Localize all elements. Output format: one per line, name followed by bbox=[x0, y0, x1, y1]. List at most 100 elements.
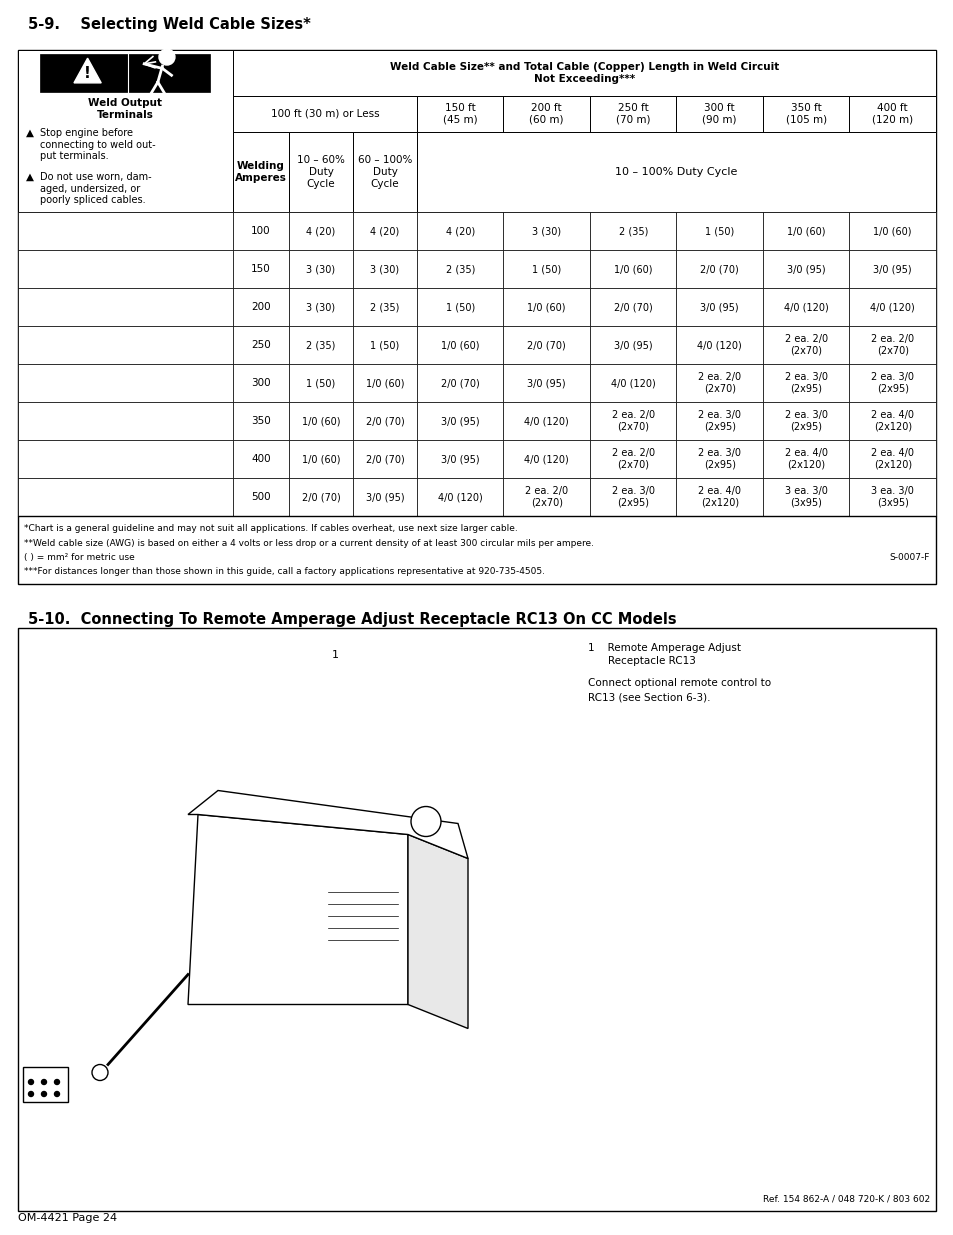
Text: 250 ft
(70 m): 250 ft (70 m) bbox=[616, 104, 650, 125]
Text: *Chart is a general guideline and may not suit all applications. If cables overh: *Chart is a general guideline and may no… bbox=[24, 524, 517, 534]
Text: Stop engine before
connecting to weld out-
put terminals.: Stop engine before connecting to weld ou… bbox=[40, 128, 155, 162]
Text: 3/0 (95): 3/0 (95) bbox=[700, 303, 739, 312]
Bar bbox=[676, 288, 762, 326]
Text: Welding
Amperes: Welding Amperes bbox=[234, 162, 287, 183]
Bar bbox=[848, 364, 935, 403]
Bar bbox=[353, 403, 416, 440]
Text: 10 – 100% Duty Cycle: 10 – 100% Duty Cycle bbox=[615, 167, 737, 177]
Bar bbox=[762, 249, 848, 288]
Bar bbox=[589, 96, 676, 132]
Text: 500: 500 bbox=[251, 492, 271, 501]
Text: 1 (50): 1 (50) bbox=[704, 226, 734, 236]
Bar bbox=[289, 249, 353, 288]
Bar bbox=[589, 249, 676, 288]
Text: 400 ft
(120 m): 400 ft (120 m) bbox=[871, 104, 912, 125]
Bar bbox=[589, 364, 676, 403]
Text: 1/0 (60): 1/0 (60) bbox=[301, 416, 340, 426]
Text: ▲: ▲ bbox=[26, 128, 34, 138]
Text: RC13 (see Section 6-3).: RC13 (see Section 6-3). bbox=[587, 692, 710, 701]
Bar bbox=[503, 478, 589, 516]
Text: 3 (30): 3 (30) bbox=[532, 226, 560, 236]
Bar bbox=[503, 212, 589, 249]
Bar bbox=[233, 326, 289, 364]
Polygon shape bbox=[408, 835, 468, 1029]
Bar bbox=[353, 478, 416, 516]
Bar bbox=[18, 49, 935, 516]
Text: 3 ea. 3/0
(3x95): 3 ea. 3/0 (3x95) bbox=[870, 487, 913, 508]
Bar bbox=[233, 212, 289, 249]
Bar bbox=[589, 212, 676, 249]
Bar bbox=[416, 403, 503, 440]
Circle shape bbox=[54, 1079, 59, 1084]
Bar bbox=[762, 288, 848, 326]
Bar bbox=[289, 364, 353, 403]
Text: ***For distances longer than those shown in this guide, call a factory applicati: ***For distances longer than those shown… bbox=[24, 567, 544, 576]
Circle shape bbox=[42, 1079, 47, 1084]
Text: 2/0 (70): 2/0 (70) bbox=[613, 303, 652, 312]
Bar bbox=[848, 249, 935, 288]
Text: 2 (35): 2 (35) bbox=[445, 264, 475, 274]
Bar bbox=[762, 478, 848, 516]
Bar bbox=[18, 478, 233, 516]
Bar bbox=[289, 326, 353, 364]
Bar bbox=[18, 440, 233, 478]
Text: 250: 250 bbox=[251, 340, 271, 350]
Text: 4 (20): 4 (20) bbox=[445, 226, 475, 236]
Text: 2 ea. 2/0
(2x70): 2 ea. 2/0 (2x70) bbox=[611, 410, 654, 432]
Bar bbox=[762, 440, 848, 478]
Text: 3/0 (95): 3/0 (95) bbox=[527, 378, 565, 388]
Bar bbox=[503, 403, 589, 440]
Text: Weld Output
Terminals: Weld Output Terminals bbox=[89, 98, 162, 120]
Bar bbox=[762, 96, 848, 132]
Text: 4/0 (120): 4/0 (120) bbox=[524, 416, 569, 426]
Text: 1/0 (60): 1/0 (60) bbox=[440, 340, 479, 350]
Text: 1/0 (60): 1/0 (60) bbox=[301, 454, 340, 464]
Text: 2 ea. 2/0
(2x70): 2 ea. 2/0 (2x70) bbox=[784, 335, 827, 356]
Text: Connect optional remote control to: Connect optional remote control to bbox=[587, 678, 770, 688]
Polygon shape bbox=[74, 58, 101, 83]
Bar bbox=[589, 326, 676, 364]
Text: 1 (50): 1 (50) bbox=[370, 340, 399, 350]
Bar bbox=[676, 212, 762, 249]
Text: 400: 400 bbox=[251, 454, 271, 464]
Bar bbox=[18, 249, 233, 288]
Text: 1    Remote Amperage Adjust: 1 Remote Amperage Adjust bbox=[587, 643, 740, 653]
Bar bbox=[353, 364, 416, 403]
Text: 1/0 (60): 1/0 (60) bbox=[365, 378, 404, 388]
Text: 1/0 (60): 1/0 (60) bbox=[614, 264, 652, 274]
Bar bbox=[676, 249, 762, 288]
Text: 60 – 100%
Duty
Cycle: 60 – 100% Duty Cycle bbox=[357, 156, 412, 189]
Text: 2 ea. 2/0
(2x70): 2 ea. 2/0 (2x70) bbox=[525, 487, 568, 508]
Polygon shape bbox=[188, 790, 468, 858]
Bar bbox=[233, 96, 416, 132]
Text: 4/0 (120): 4/0 (120) bbox=[524, 454, 569, 464]
Circle shape bbox=[411, 806, 440, 836]
Bar bbox=[416, 364, 503, 403]
Bar bbox=[233, 364, 289, 403]
Bar bbox=[289, 403, 353, 440]
Text: Ref. 154 862-A / 048 720-K / 803 602: Ref. 154 862-A / 048 720-K / 803 602 bbox=[762, 1194, 929, 1203]
Bar bbox=[233, 478, 289, 516]
Text: Weld Cable Size** and Total Cable (Copper) Length in Weld Circuit
Not Exceeding*: Weld Cable Size** and Total Cable (Coppe… bbox=[390, 62, 779, 84]
Bar bbox=[18, 629, 935, 1212]
Text: 2 ea. 3/0
(2x95): 2 ea. 3/0 (2x95) bbox=[698, 448, 740, 469]
Bar bbox=[18, 364, 233, 403]
Bar bbox=[416, 249, 503, 288]
Text: **Weld cable size (AWG) is based on either a 4 volts or less drop or a current d: **Weld cable size (AWG) is based on eith… bbox=[24, 538, 594, 548]
Text: 300: 300 bbox=[251, 378, 271, 388]
Text: Receptacle RC13: Receptacle RC13 bbox=[607, 656, 695, 666]
Text: ▲: ▲ bbox=[26, 172, 34, 182]
Bar bbox=[503, 326, 589, 364]
Bar bbox=[762, 403, 848, 440]
Bar bbox=[233, 132, 289, 212]
Text: 4/0 (120): 4/0 (120) bbox=[783, 303, 828, 312]
Bar bbox=[762, 326, 848, 364]
Bar bbox=[18, 403, 233, 440]
Bar bbox=[676, 364, 762, 403]
Bar bbox=[289, 132, 353, 212]
Text: 3/0 (95): 3/0 (95) bbox=[873, 264, 911, 274]
Text: 350: 350 bbox=[251, 416, 271, 426]
Bar bbox=[589, 478, 676, 516]
Text: 200 ft
(60 m): 200 ft (60 m) bbox=[529, 104, 563, 125]
Text: 2 ea. 3/0
(2x95): 2 ea. 3/0 (2x95) bbox=[870, 372, 913, 394]
